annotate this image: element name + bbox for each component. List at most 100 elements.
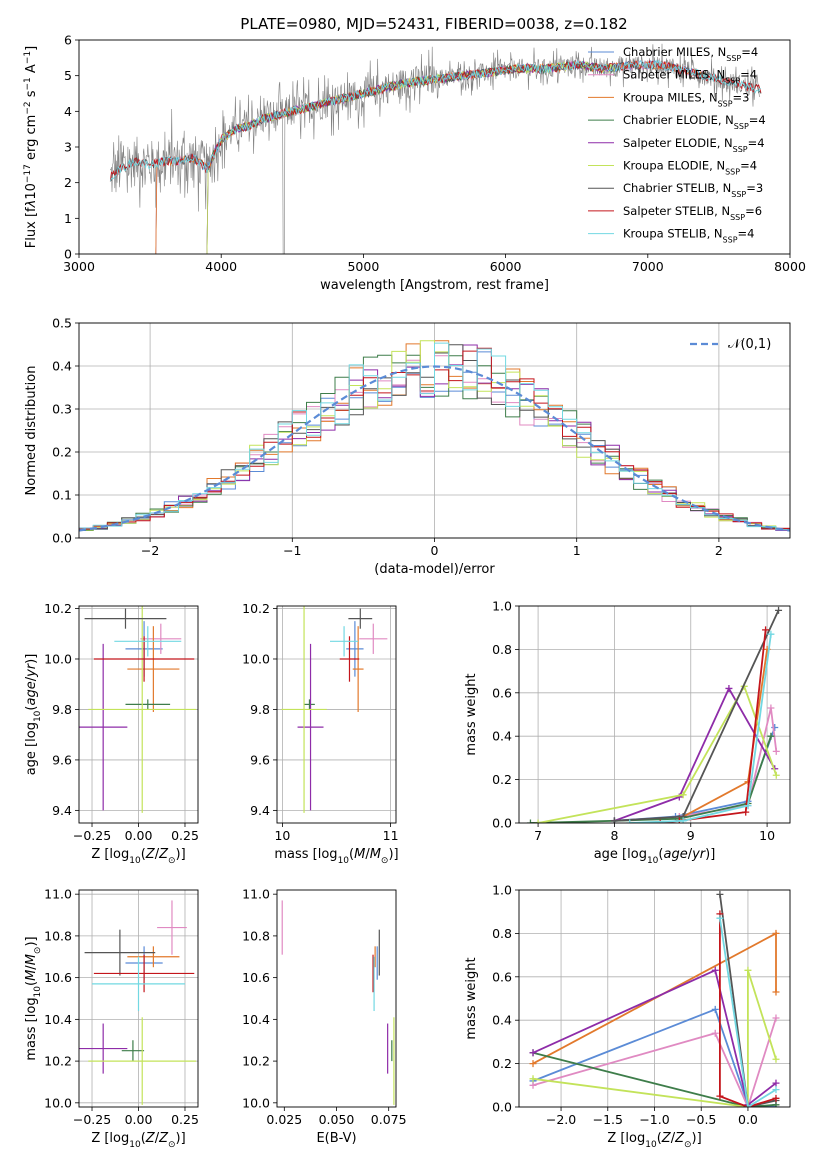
x-tick-label: −1.0 <box>639 1112 669 1127</box>
y-tick-label: 2 <box>64 175 72 190</box>
series-marker <box>772 1014 780 1022</box>
legend-label: Kroupa STELIB, NSSP=4 <box>623 227 754 245</box>
gaussian-curve <box>79 365 790 532</box>
series-marker <box>771 724 779 732</box>
y-tick-label: 0.2 <box>492 772 512 787</box>
series-marker <box>529 1049 537 1057</box>
series-marker <box>772 929 780 937</box>
series-marker <box>762 626 770 634</box>
series-line <box>719 913 777 1107</box>
x-axis-label: E(B-V) <box>316 1131 356 1146</box>
series-marker <box>711 1005 719 1013</box>
y-tick-label: 10.2 <box>242 601 270 616</box>
y-tick-label: 10.4 <box>44 1012 72 1027</box>
x-tick-label: 8 <box>610 828 618 843</box>
axes-frame <box>276 889 397 1108</box>
y-tick-label: 9.8 <box>250 702 270 717</box>
series-marker <box>772 1079 780 1087</box>
y-tick-label: 4 <box>64 104 72 119</box>
series-marker <box>679 791 687 799</box>
model-spectrum-line <box>155 59 705 254</box>
series-marker <box>711 966 719 974</box>
series-line <box>629 634 772 823</box>
y-tick-label: 0.2 <box>52 445 72 460</box>
x-axis-label: age [log10(age/yr)] <box>594 847 716 866</box>
panel-weight_vs_Z: −2.0 −1.5 −1.0 −0.5 0.0 0.0 0.2 0.4 0.6 0.8 1.0 Z [… <box>464 883 791 1150</box>
y-axis-label: age [log10(age/yr)] <box>24 654 43 776</box>
x-tick-label: 10 <box>759 828 775 843</box>
y-axis-label: mass [log10(M/M⊙)] <box>24 936 43 1060</box>
y-tick-label: 0.8 <box>492 642 512 657</box>
y-tick-label: 10.2 <box>44 601 72 616</box>
series-marker <box>772 771 780 779</box>
series-line <box>532 969 777 1107</box>
x-tick-label: 0 <box>431 543 439 558</box>
series-marker <box>626 819 634 823</box>
model-spectrum-line <box>206 60 620 254</box>
series-line <box>537 684 778 823</box>
x-tick-label: −1 <box>283 543 301 558</box>
legend-label: 𝒩(0,1) <box>728 337 771 352</box>
series-marker <box>716 914 724 922</box>
y-axis-label: Flux [fλ10−17 erg cm−2 s−1 A−1] <box>23 46 39 248</box>
y-tick-label: 1 <box>64 211 72 226</box>
y-tick-label: 10.4 <box>242 1012 270 1027</box>
series-line <box>532 1051 777 1107</box>
y-tick-label: 11.0 <box>44 887 72 902</box>
x-tick-label: 0.00 <box>125 828 153 843</box>
data-layer <box>79 900 197 1105</box>
legend-label: Salpeter ELODIE, NSSP=4 <box>623 136 765 154</box>
data-layer <box>281 606 388 813</box>
y-tick-label: 0.0 <box>52 531 72 546</box>
axes-frame <box>78 322 791 539</box>
x-tick-label: 5000 <box>347 259 379 274</box>
x-tick-label: 0.25 <box>171 828 199 843</box>
y-tick-label: 9.4 <box>52 803 72 818</box>
y-axis-label: Normed distribution <box>24 366 39 496</box>
panel-mass_vs_Z: −0.25 0.00 0.25 10.0 10.2 10.4 10.6 10.8 11.0 Z [… <box>24 887 199 1150</box>
y-tick-label: 6 <box>64 33 72 48</box>
series-marker <box>775 606 783 614</box>
y-tick-label: 10.0 <box>44 1095 72 1110</box>
x-axis-label: mass [log10(M/M⊙)] <box>274 847 398 866</box>
data-layer <box>526 606 783 823</box>
series-marker <box>767 732 775 740</box>
axes-frame <box>78 39 791 255</box>
data-layer <box>109 43 762 254</box>
x-axis-label: wavelength [Angstrom, rest frame] <box>320 278 549 293</box>
x-axis-label: (data-model)/error <box>374 562 495 577</box>
x-tick-label: 4000 <box>205 259 237 274</box>
panel-weight_vs_age: 7 8 9 10 0.0 0.2 0.4 0.6 0.8 1.0 age [log10(age/yr… <box>464 599 791 866</box>
y-tick-label: 9.4 <box>250 803 270 818</box>
series-marker <box>772 1094 780 1102</box>
x-tick-label: −0.25 <box>73 828 111 843</box>
series-marker <box>744 802 752 810</box>
series-line <box>532 970 777 1107</box>
series-marker <box>529 1081 537 1089</box>
legend-label: Chabrier ELODIE, NSSP=4 <box>623 113 766 131</box>
series-marker <box>716 1092 724 1100</box>
x-tick-label: −2 <box>141 543 159 558</box>
legend-label: Chabrier MILES, NSSP=4 <box>623 45 758 63</box>
y-tick-label: 0.8 <box>492 926 512 941</box>
y-tick-label: 0.6 <box>492 969 512 984</box>
series-marker <box>767 704 775 712</box>
y-tick-label: 0.2 <box>492 1056 512 1071</box>
y-tick-label: 10.0 <box>242 651 270 666</box>
x-tick-label: 3000 <box>63 259 95 274</box>
series-marker <box>526 819 534 823</box>
panel-mass_vs_EBV: 0.025 0.050 0.075 10.0 10.2 10.4 10.6 10.8 11.0 E… <box>242 887 406 1146</box>
series-marker <box>610 817 618 823</box>
model-spectrum-line <box>109 59 762 182</box>
y-tick-label: 10.2 <box>44 1054 72 1069</box>
model-spectrum-line <box>206 61 620 254</box>
series-marker <box>716 890 724 898</box>
legend-label: Salpeter STELIB, NSSP=6 <box>623 204 762 222</box>
series-marker <box>772 747 780 755</box>
y-tick-label: 10.6 <box>242 970 270 985</box>
axes-frame <box>518 605 791 824</box>
x-axis-label: Z [log10(Z/Z⊙)] <box>91 1131 185 1150</box>
series-line <box>719 894 777 1107</box>
axes-frame <box>276 605 397 824</box>
series-marker <box>529 1075 537 1083</box>
